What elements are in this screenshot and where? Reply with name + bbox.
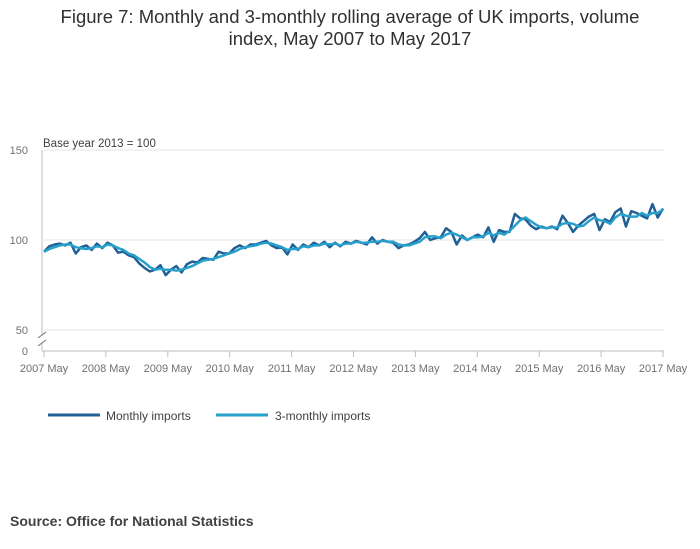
legend-item-monthly-imports[interactable]: Monthly imports xyxy=(48,409,191,423)
x-tick-label-3: 2010 May xyxy=(206,363,255,375)
chart-title: Figure 7: Monthly and 3-monthly rolling … xyxy=(0,6,700,50)
x-tick-label-0: 2007 May xyxy=(20,363,69,375)
x-tick-label-7: 2014 May xyxy=(453,363,502,375)
x-tick-label-9: 2016 May xyxy=(577,363,626,375)
y-axis-ticks: 0 50 100 150 xyxy=(10,145,28,358)
x-tick-label-8: 2015 May xyxy=(515,363,564,375)
x-tick-label-5: 2012 May xyxy=(329,363,378,375)
source-note: Source: Office for National Statistics xyxy=(10,513,254,529)
legend-item-3-monthly-imports[interactable]: 3-monthly imports xyxy=(216,409,370,423)
axis-break-mark-1 xyxy=(37,331,47,339)
gridlines xyxy=(44,149,664,331)
chart-title-line-1: Figure 7: Monthly and 3-monthly rolling … xyxy=(60,6,640,27)
y-tick-label-50: 50 xyxy=(16,325,28,337)
x-tick-label-6: 2013 May xyxy=(391,363,440,375)
series-line-3-monthly-imports xyxy=(43,208,664,272)
axes xyxy=(37,150,664,352)
axis-break-mark-2 xyxy=(37,339,47,347)
legend-label-0: Monthly imports xyxy=(106,409,191,423)
y-tick-label-0: 0 xyxy=(22,346,28,358)
y-tick-label-100: 100 xyxy=(10,235,28,247)
base-year-note: Base year 2013 = 100 xyxy=(43,138,156,150)
x-tick-label-1: 2008 May xyxy=(82,363,131,375)
x-tick-label-4: 2011 May xyxy=(268,363,316,375)
y-tick-label-150: 150 xyxy=(10,145,28,157)
legend[interactable]: Monthly imports 3-monthly imports xyxy=(48,409,370,423)
chart-title-line-2: index, May 2007 to May 2017 xyxy=(228,28,472,49)
series-lines xyxy=(43,202,665,277)
x-tick-label-2: 2009 May xyxy=(144,363,193,375)
legend-label-1: 3-monthly imports xyxy=(275,409,370,423)
x-axis-ticks: 2007 May 2008 May 2009 May 2010 May 2011 May… xyxy=(20,351,688,375)
x-tick-label-10: 2017 May xyxy=(639,363,688,375)
